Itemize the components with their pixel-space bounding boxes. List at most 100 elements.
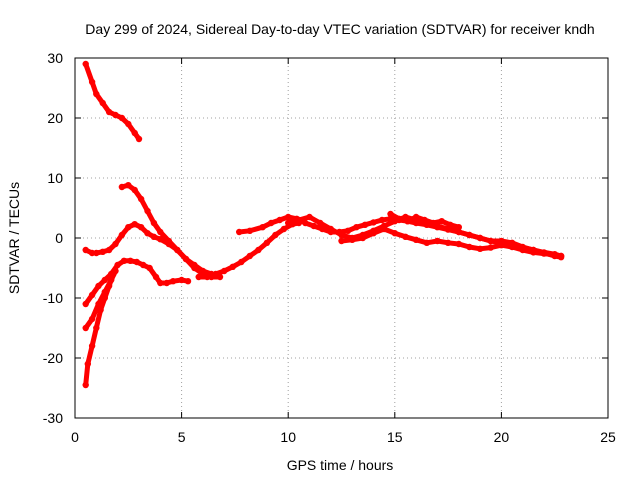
series-arc-1	[83, 61, 142, 142]
y-tick-labels: -30 -20 -10 0 10 20 30	[43, 50, 63, 426]
data-point	[344, 227, 352, 234]
data-point	[204, 273, 211, 281]
data-point	[95, 282, 102, 290]
data-point	[82, 324, 89, 332]
data-point	[530, 249, 537, 256]
data-point	[508, 243, 516, 251]
data-point	[476, 245, 484, 252]
data-point	[519, 246, 526, 254]
data-point	[140, 261, 147, 269]
x-tick-label: 25	[600, 429, 616, 445]
data-point	[221, 267, 228, 275]
data-point	[295, 216, 303, 224]
data-point	[120, 257, 128, 264]
data-point	[144, 207, 151, 215]
data-point	[110, 270, 117, 278]
data-point	[88, 78, 96, 86]
data-point	[131, 129, 138, 137]
data-point	[131, 186, 138, 194]
chart-title: Day 299 of 2024, Sidereal Day-to-day VTE…	[85, 21, 594, 37]
y-axis-label: SDTVAR / TECUs	[6, 182, 22, 294]
data-point	[280, 225, 288, 233]
data-point	[391, 230, 398, 237]
data-point	[338, 231, 345, 239]
series-arc-6	[83, 271, 116, 388]
y-tick-label: -10	[43, 290, 63, 306]
data-point	[310, 222, 317, 230]
data-point	[487, 244, 494, 251]
data-point	[412, 236, 420, 243]
data-point	[212, 270, 219, 278]
data-point	[146, 264, 153, 272]
data-point	[498, 242, 505, 249]
data-point	[88, 342, 96, 350]
data-point	[447, 221, 454, 228]
data-point	[118, 114, 126, 122]
data-point	[135, 135, 143, 143]
data-point	[423, 239, 430, 246]
x-axis-label: GPS time / hours	[287, 457, 394, 473]
data-point	[444, 239, 452, 246]
data-point	[101, 294, 109, 302]
data-point	[82, 246, 89, 254]
data-point	[361, 221, 369, 228]
data-point	[395, 215, 403, 222]
y-tick-label: 10	[47, 170, 63, 186]
x-tick-label: 15	[387, 429, 403, 445]
x-tick-label: 0	[71, 429, 79, 445]
data-point	[551, 251, 558, 258]
data-point	[412, 213, 420, 221]
data-point	[163, 279, 170, 287]
y-tick-label: -30	[43, 410, 63, 426]
data-point	[99, 248, 106, 255]
data-point	[421, 216, 428, 224]
data-point	[131, 221, 138, 228]
data-point	[466, 243, 473, 251]
data-point	[182, 255, 190, 263]
data-point	[88, 315, 96, 323]
data-point	[157, 279, 164, 287]
x-tick-label: 20	[494, 429, 510, 445]
data-point	[370, 219, 377, 226]
data-point	[105, 282, 113, 290]
data-point	[125, 224, 132, 231]
data-point	[191, 264, 198, 272]
data-point	[99, 99, 106, 107]
data-point	[150, 233, 158, 240]
data-point	[238, 258, 245, 266]
y-tick-label: 30	[47, 50, 63, 66]
data-point	[259, 224, 266, 231]
data-point	[306, 213, 313, 221]
data-point	[285, 213, 292, 221]
y-tick-label: -20	[43, 350, 63, 366]
data-point	[370, 230, 377, 237]
data-point	[378, 216, 386, 224]
data-point	[157, 236, 164, 243]
data-point	[236, 228, 243, 236]
data-point	[404, 218, 411, 225]
data-point	[84, 360, 92, 368]
data-point	[82, 300, 89, 308]
data-point	[137, 195, 145, 203]
data-point	[317, 219, 324, 227]
data-point	[438, 218, 445, 225]
data-point	[455, 228, 462, 236]
y-tick-label: 0	[55, 230, 63, 246]
x-tick-label: 5	[178, 429, 186, 445]
data-point	[118, 231, 126, 239]
data-point	[402, 233, 409, 240]
data-point	[127, 257, 134, 264]
data-point	[165, 240, 172, 248]
axis-ticks	[74, 57, 609, 419]
data-point	[285, 219, 292, 227]
data-point	[380, 225, 388, 233]
data-series	[82, 60, 565, 389]
data-point	[229, 263, 236, 270]
data-point	[434, 237, 441, 245]
data-point	[150, 219, 158, 227]
data-point	[430, 219, 437, 227]
data-point	[246, 227, 253, 234]
data-point	[327, 225, 334, 233]
data-point	[152, 273, 160, 281]
